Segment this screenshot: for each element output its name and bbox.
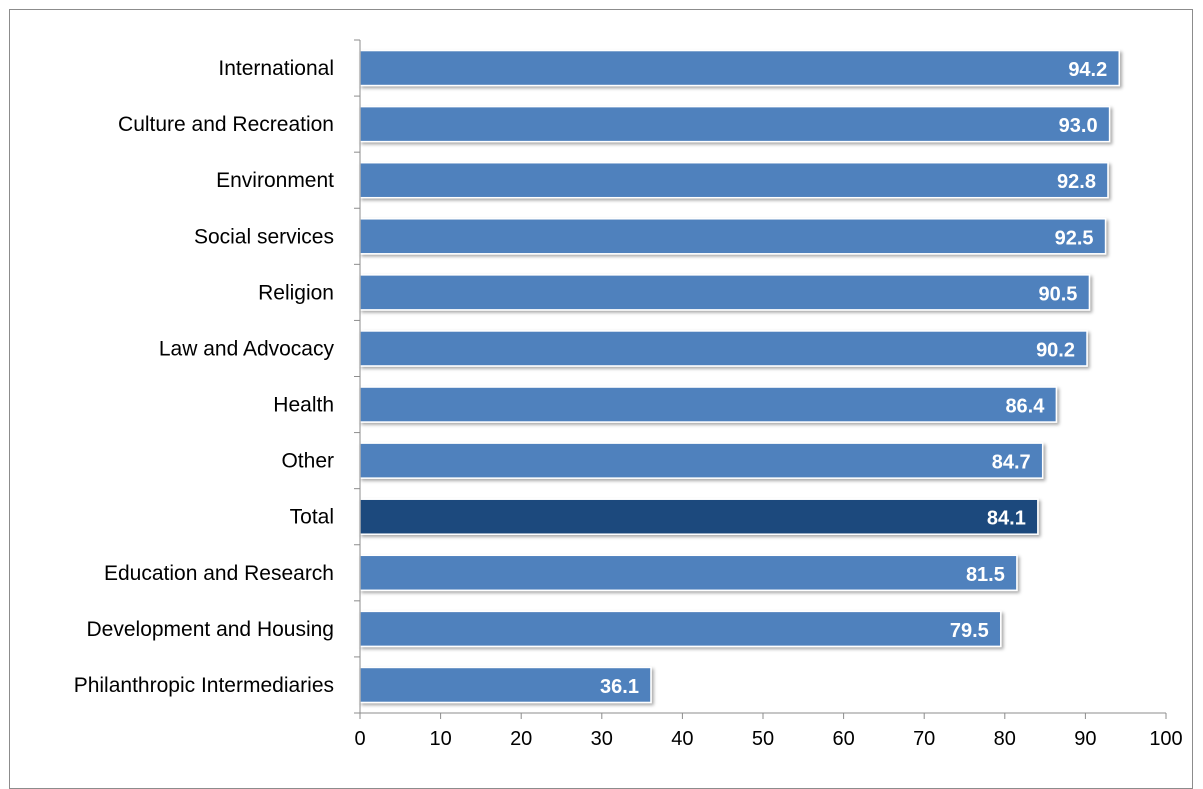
category-label: Environment — [216, 169, 334, 192]
category-label: Philanthropic Intermediaries — [74, 674, 334, 697]
category-label: Law and Advocacy — [159, 337, 335, 360]
category-label: Other — [281, 450, 334, 473]
category-label: Culture and Recreation — [118, 113, 334, 136]
data-label: 94.2 — [1068, 59, 1107, 81]
data-label: 93.0 — [1059, 115, 1098, 137]
data-label: 84.7 — [992, 452, 1031, 474]
category-label: Social services — [194, 225, 334, 248]
data-label: 92.8 — [1057, 171, 1096, 193]
bar-culture-and-recreation — [359, 105, 1111, 143]
x-tick-label: 0 — [354, 728, 365, 750]
data-label: 79.5 — [950, 620, 989, 642]
x-tick-label: 40 — [671, 728, 693, 750]
x-tick-label: 10 — [429, 728, 451, 750]
bar-social-services — [359, 218, 1107, 255]
x-tick-label: 30 — [591, 728, 613, 750]
data-label: 90.2 — [1036, 339, 1075, 361]
category-label: Education and Research — [104, 562, 334, 585]
x-tick-label: 100 — [1149, 728, 1182, 750]
x-tick-label: 60 — [832, 728, 854, 750]
category-label: Total — [290, 506, 334, 529]
data-label: 90.5 — [1038, 283, 1077, 305]
bar-total — [359, 498, 1039, 535]
bar-international — [359, 49, 1121, 87]
bar-environment — [359, 161, 1109, 199]
x-tick-label: 80 — [994, 728, 1016, 750]
x-tick-label: 70 — [913, 728, 935, 750]
bar-chart: International 94.2 Culture and Recreation 9… — [74, 39, 1183, 750]
data-label: 36.1 — [600, 676, 639, 698]
bar-development-and-housing — [359, 610, 1002, 648]
category-label: International — [218, 57, 334, 80]
bar-education-and-research — [359, 554, 1018, 592]
category-label: Health — [273, 394, 334, 417]
data-label: 92.5 — [1055, 227, 1094, 249]
bar-law-and-advocacy — [359, 330, 1088, 367]
x-tick-label: 20 — [510, 728, 532, 750]
x-tick-label: 90 — [1074, 728, 1096, 750]
data-label: 84.1 — [987, 508, 1026, 530]
x-tick-label: 50 — [752, 728, 774, 750]
bar-other — [359, 442, 1044, 479]
bar-health — [359, 386, 1058, 423]
bar-religion — [359, 274, 1091, 311]
category-label: Religion — [258, 281, 334, 304]
category-label: Development and Housing — [87, 618, 335, 641]
data-label: 81.5 — [966, 564, 1005, 586]
data-label: 86.4 — [1005, 396, 1045, 418]
bar-philanthropic-intermediaries — [359, 666, 652, 704]
